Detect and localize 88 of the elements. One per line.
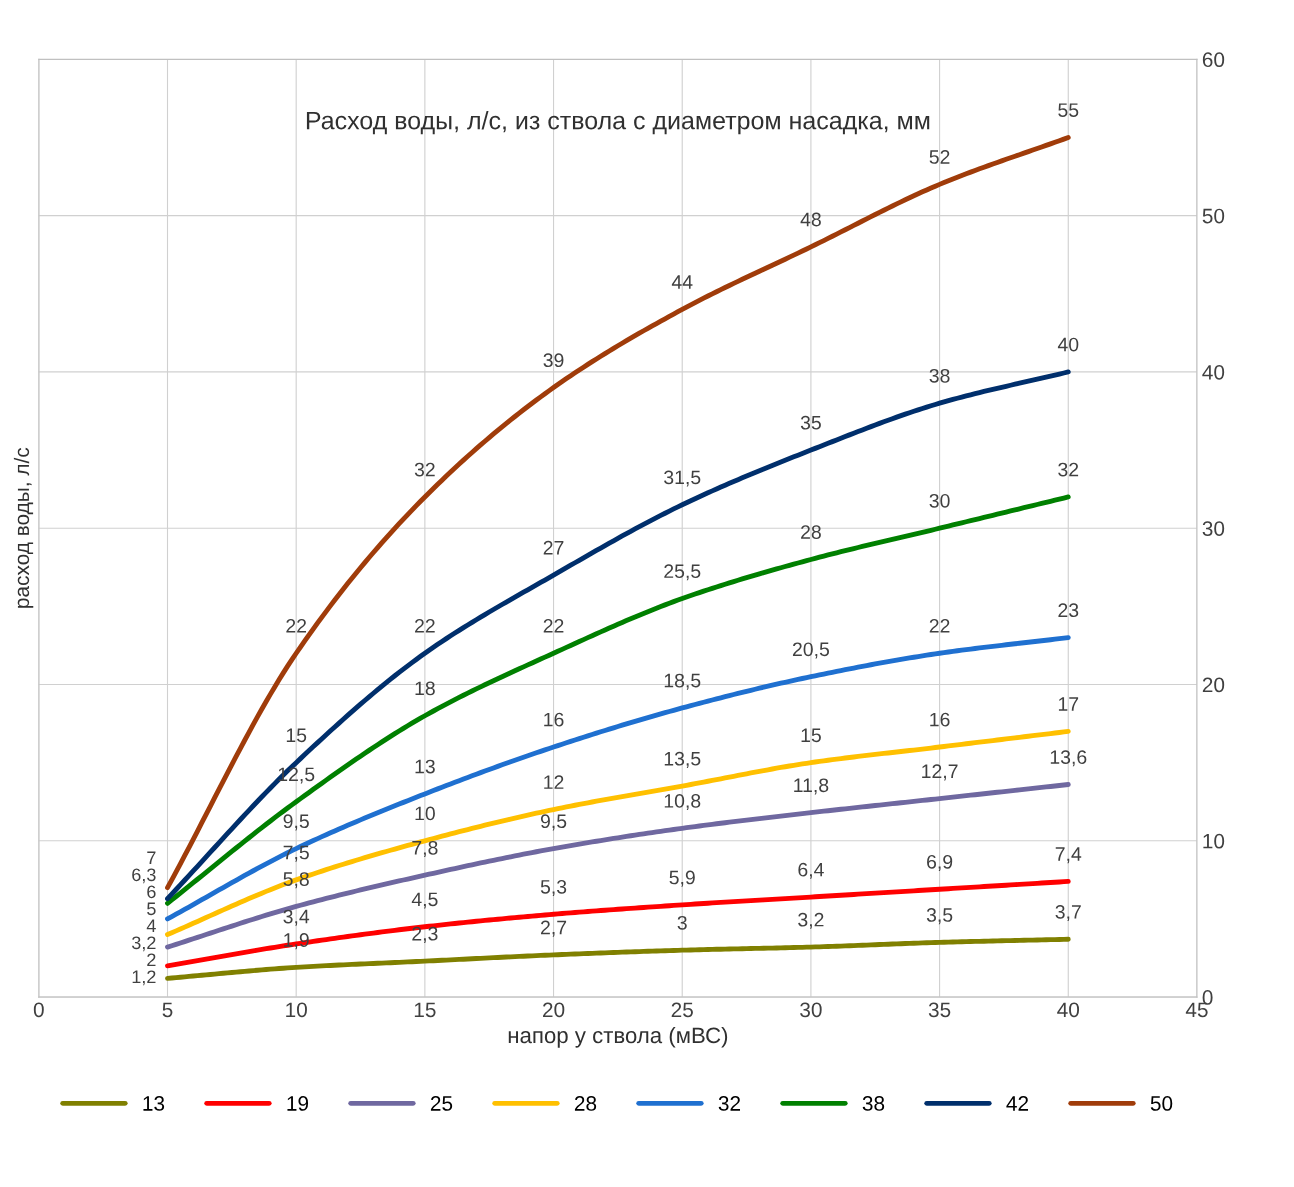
data-label: 7 [147,851,156,864]
text: Расход воды, л/с, из ствола с диаметром насадка, мм [306,111,930,135]
data-label: 4 [146,919,156,932]
x-tick-label: 25 [671,1002,693,1018]
data-label: 31,5 [664,470,701,487]
legend-label: 38 [862,1096,885,1111]
data-label: 10,8 [664,794,701,811]
legend-label: 25 [430,1096,453,1111]
y-tick-label: 20 [1202,677,1225,693]
data-label: 15 [801,728,821,743]
data-label: 3,2 [798,912,824,929]
data-label: 55 [1058,103,1079,117]
data-label: 22 [929,618,950,633]
data-label: 32 [1058,462,1079,477]
legend-label: 50 [1150,1096,1173,1111]
legend-label: 19 [287,1096,309,1111]
data-label: 4,5 [411,892,438,909]
data-label: 7,4 [1055,847,1082,864]
legend-label: 32 [718,1096,741,1111]
data-label: 16 [544,712,564,727]
data-label: 23 [1058,603,1079,618]
data-label: 35 [800,415,821,430]
y-tick-label: 40 [1202,364,1225,380]
data-label: 6,3 [132,868,156,884]
x-tick-label: 10 [286,1002,307,1018]
data-label: 9,5 [283,814,309,831]
data-label: 22 [415,618,435,633]
data-label: 27 [543,540,564,555]
data-label: 6,9 [927,854,953,872]
data-label: 44 [671,275,693,289]
data-label: 12,7 [922,764,958,781]
x-axis-title: напор у ствола (мВС) [508,1026,728,1048]
data-label: 30 [929,493,950,508]
data-label: 3,2 [131,936,156,952]
data-label: 25,5 [664,564,701,581]
data-label: 10 [415,806,435,821]
y-tick-label: 10 [1203,833,1225,849]
data-label: 5,3 [540,879,567,897]
data-label: 32 [414,462,435,477]
x-tick-label: 5 [162,1002,173,1018]
data-label: 13,5 [664,751,701,768]
data-label: 38 [929,368,950,383]
data-label: 2 [147,953,156,966]
data-label: 11,8 [794,778,829,795]
data-label: 3,7 [1055,904,1081,922]
data-label: 3,4 [283,909,310,926]
data-label: 18,5 [664,673,701,690]
x-tick-label: 15 [414,1002,436,1018]
data-label: 20,5 [792,642,830,659]
legend-label: 13 [143,1096,165,1111]
data-label: 7,5 [283,845,309,862]
data-label: 7,8 [412,840,438,857]
data-label: 5,9 [669,870,695,887]
legend-label: 42 [1006,1096,1029,1111]
data-label: 6,4 [798,862,824,879]
x-tick-label: 40 [1057,1002,1080,1018]
x-tick-label: 30 [800,1002,822,1018]
data-label: 3 [677,915,687,930]
x-tick-label: 20 [543,1002,565,1018]
data-label: 52 [929,150,950,164]
data-label: 22 [286,618,307,633]
data-label: 3,5 [926,908,953,925]
legend-label: 28 [574,1096,597,1111]
y-tick-label: 50 [1202,208,1225,224]
data-label: 13 [415,759,435,774]
data-label: 15 [286,728,307,743]
data-label: 9,5 [540,814,567,831]
data-label: 22 [543,618,564,633]
data-label: 13,6 [1050,750,1087,767]
data-label: 6 [147,885,156,899]
data-label: 2,3 [412,926,438,943]
data-label: 18 [415,681,435,696]
data-label: 48 [800,212,821,227]
data-label: 40 [1057,337,1079,352]
y-axis-title: расход воды, л/с [13,447,34,608]
y-tick-label: 60 [1202,52,1225,68]
data-label: 17 [1058,697,1079,711]
data-label: 12 [544,775,564,789]
data-label: 39 [543,353,564,368]
y-tick-label: 30 [1202,521,1225,536]
data-label: 5 [147,902,156,916]
data-label: 28 [801,525,821,539]
x-tick-label: 0 [33,1002,44,1018]
data-label: 16 [930,712,950,727]
data-label: 2,7 [541,920,567,937]
data-label: 5,8 [283,872,309,889]
x-tick-label: 35 [928,1002,951,1018]
data-label: 1,2 [132,970,156,986]
